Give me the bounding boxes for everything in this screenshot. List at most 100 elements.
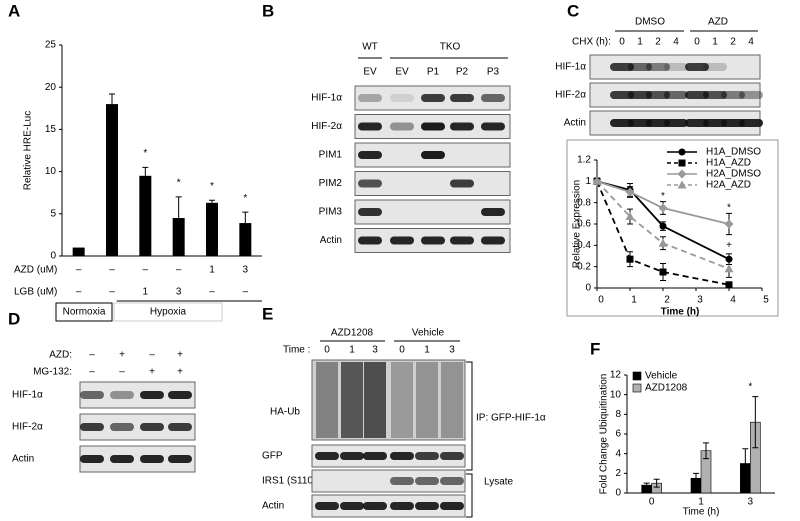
row-cell: – <box>89 350 95 361</box>
band <box>315 452 339 460</box>
smear <box>416 362 438 438</box>
band <box>358 208 382 216</box>
section-label: IP: GFP-HIF-1α <box>476 413 546 424</box>
row-cell: 3 <box>243 265 249 276</box>
legend-label: H2A_AZD <box>706 180 751 191</box>
band <box>80 423 104 431</box>
error-bar <box>742 448 749 479</box>
group-label: Vehicle <box>412 328 445 339</box>
error-bar <box>142 166 149 176</box>
row-label: PIM3 <box>319 207 343 218</box>
band <box>315 502 339 510</box>
row-cell: – <box>89 367 95 378</box>
row-label: LGB (uM) <box>14 287 57 298</box>
row-label: PIM2 <box>319 178 343 189</box>
bar <box>172 218 185 256</box>
row-label: Actin <box>564 118 586 129</box>
series-line <box>596 180 730 225</box>
x-tick-label: 5 <box>763 295 769 306</box>
panel-label: C <box>567 1 579 20</box>
row-label: HIF-2α <box>311 121 342 132</box>
band <box>721 91 745 99</box>
row-cell: 1 <box>209 265 215 276</box>
band <box>363 502 387 510</box>
row-label: MG-132: <box>33 367 72 378</box>
band <box>340 452 364 460</box>
band <box>481 122 505 131</box>
lane-label: 1 <box>424 345 430 356</box>
row-cell: + <box>119 350 125 361</box>
y-tick-label: 0.2 <box>577 261 591 272</box>
y-axis-label: Relative HRE-Luc <box>23 111 34 190</box>
band <box>421 236 445 245</box>
marker <box>592 176 602 185</box>
row-cell: – <box>149 350 155 361</box>
bar <box>106 104 118 256</box>
bar <box>239 223 252 256</box>
row-cell: – <box>119 367 125 378</box>
band <box>358 179 382 188</box>
band <box>646 63 670 71</box>
band <box>703 91 727 99</box>
marker <box>625 187 635 197</box>
marker <box>678 148 686 156</box>
group-label: AZD <box>708 17 728 28</box>
panel-frame <box>566 139 779 317</box>
lane-label: EV <box>363 67 377 78</box>
band <box>440 452 464 460</box>
lane-title: CHX (h): <box>572 37 611 48</box>
band <box>390 452 414 460</box>
panel-label: F <box>590 339 600 358</box>
band <box>358 236 382 245</box>
error-bar <box>643 482 650 488</box>
lane-label: 1 <box>637 37 643 48</box>
row-label: HIF-2α <box>12 422 43 433</box>
lane-label: 4 <box>748 37 754 48</box>
marker <box>724 264 734 273</box>
lane-label: 0 <box>399 345 405 356</box>
panel-label: D <box>8 309 20 328</box>
band <box>415 452 439 460</box>
y-tick-label: 15 <box>45 124 57 135</box>
lane-label: 2 <box>730 37 736 48</box>
band <box>646 119 670 127</box>
band <box>421 94 445 102</box>
row-label: PIM1 <box>319 150 343 161</box>
lane-label: 1 <box>349 345 355 356</box>
band <box>358 151 382 159</box>
band <box>440 502 464 510</box>
blot-strip <box>311 444 466 468</box>
band <box>685 91 709 99</box>
y-tick-label: 1.2 <box>577 155 591 166</box>
panel-label: E <box>262 304 273 323</box>
row-cell: + <box>177 367 183 378</box>
x-tick-label: 0 <box>649 497 655 508</box>
band <box>703 119 727 127</box>
y-tick-label: 0.4 <box>577 240 591 251</box>
band <box>358 122 382 131</box>
series-line <box>596 180 730 261</box>
band <box>390 122 414 131</box>
marker <box>625 212 635 221</box>
band <box>664 119 688 127</box>
smear <box>391 362 413 438</box>
x-axis-label: Time (h) <box>683 507 720 518</box>
band <box>450 236 474 245</box>
band <box>363 452 387 460</box>
y-tick-label: 20 <box>45 82 57 93</box>
row-label: Actin <box>12 454 34 465</box>
row-cell: 3 <box>176 287 182 298</box>
y-tick-label: 2 <box>615 468 621 479</box>
error-bar <box>242 211 249 224</box>
marker <box>725 255 733 263</box>
group-label: Normoxia <box>63 307 106 318</box>
marker <box>677 169 687 179</box>
row-label: AZD (uM) <box>14 265 57 276</box>
band <box>450 122 474 131</box>
band <box>140 455 164 463</box>
band <box>415 502 439 510</box>
bar <box>72 247 85 256</box>
band <box>140 423 164 431</box>
group-box <box>113 302 223 322</box>
y-tick-label: 0.6 <box>577 219 591 230</box>
